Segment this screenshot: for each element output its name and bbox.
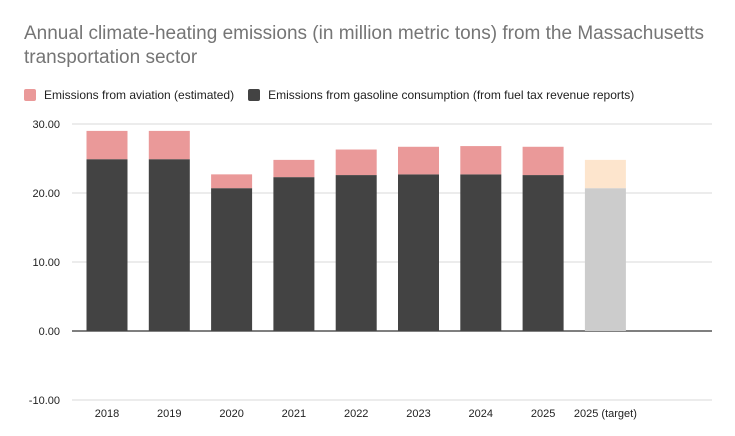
bar-gasoline xyxy=(398,174,439,331)
chart-title: Annual climate-heating emissions (in mil… xyxy=(24,23,705,68)
bar-aviation xyxy=(398,146,439,175)
x-tick-label: 2019 xyxy=(157,408,181,420)
x-tick-label: 2025 xyxy=(531,408,555,420)
y-tick-label: -10.00 xyxy=(29,395,60,407)
bar-gasoline xyxy=(584,188,626,331)
bar-aviation xyxy=(460,146,502,175)
bar-gasoline xyxy=(522,175,564,331)
y-tick-label: 30.00 xyxy=(32,119,60,131)
x-tick-label: 2020 xyxy=(219,408,243,420)
legend-item-gasoline: Emissions from gasoline consumption (fro… xyxy=(248,88,634,102)
legend-label-gasoline: Emissions from gasoline consumption (fro… xyxy=(268,88,635,102)
bar-aviation xyxy=(273,159,315,178)
bar-gasoline xyxy=(273,177,315,331)
legend-item-aviation: Emissions from aviation (estimated) xyxy=(24,88,234,102)
x-tick-label: 2023 xyxy=(406,408,430,420)
x-tick-label: 2018 xyxy=(95,408,119,420)
bar-aviation xyxy=(86,130,128,160)
bar-aviation xyxy=(335,149,377,176)
bar-gasoline xyxy=(86,159,128,331)
y-tick-label: 10.00 xyxy=(32,257,60,269)
bar-gasoline xyxy=(460,174,502,331)
y-tick-label: 0.00 xyxy=(39,326,60,338)
bar-gasoline xyxy=(148,159,190,331)
x-tick-label: 2025 (target) xyxy=(574,408,637,420)
x-tick-label: 2024 xyxy=(469,408,493,420)
x-tick-label: 2022 xyxy=(344,408,368,420)
chart-legend: Emissions from aviation (estimated) Emis… xyxy=(24,86,648,104)
legend-swatch-aviation xyxy=(24,89,36,101)
bar-aviation xyxy=(522,146,564,176)
bar-aviation xyxy=(148,130,190,160)
legend-swatch-gasoline xyxy=(248,89,261,101)
bar-aviation xyxy=(584,159,626,189)
x-tick-label: 2021 xyxy=(282,408,306,420)
legend-label-aviation: Emissions from aviation (estimated) xyxy=(44,88,235,102)
bar-gasoline xyxy=(211,188,253,331)
y-tick-label: 20.00 xyxy=(32,188,60,200)
bar-gasoline xyxy=(335,175,377,331)
bar-aviation xyxy=(211,174,253,189)
